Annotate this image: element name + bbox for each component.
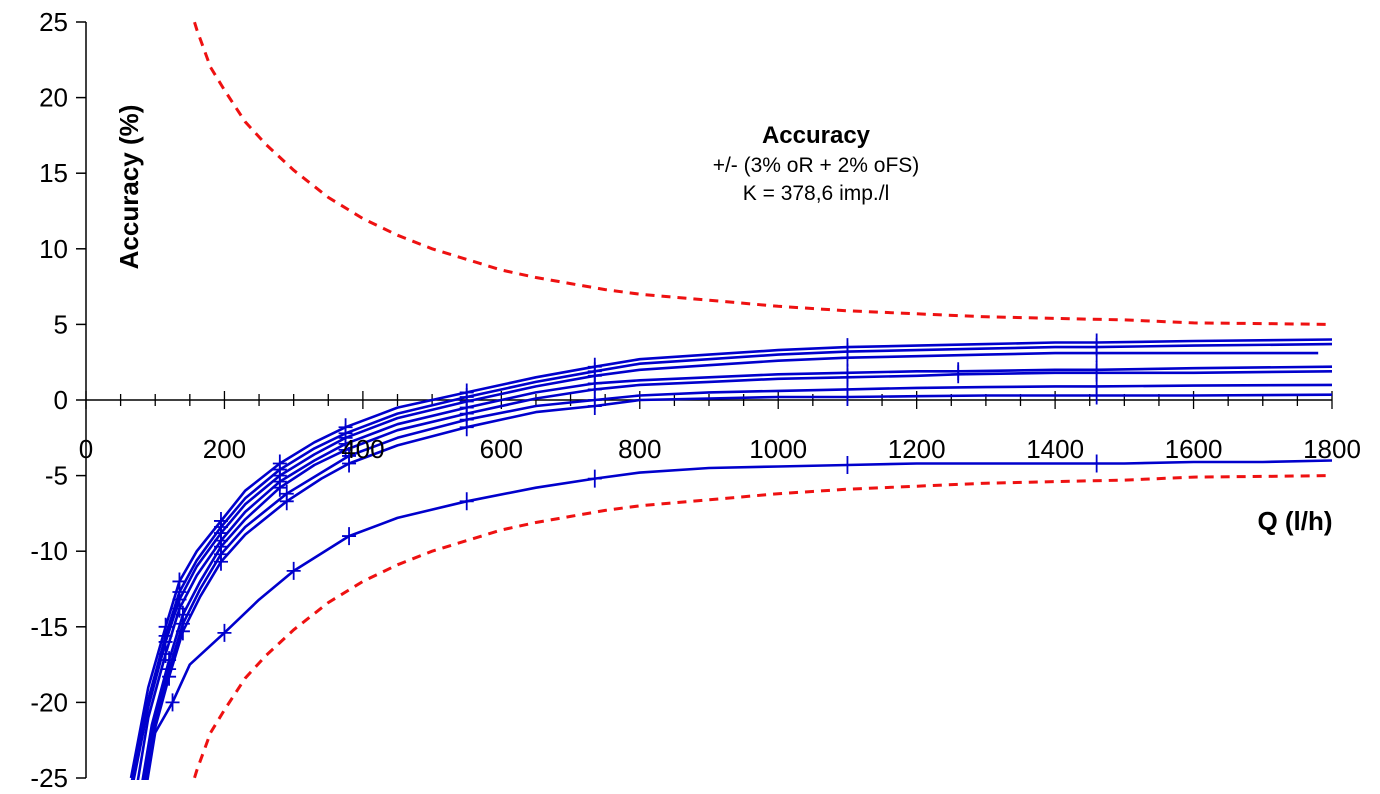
- x-tick-label: 1200: [888, 434, 946, 464]
- series-line: [146, 459, 1333, 780]
- data-point-marker: [279, 492, 294, 511]
- tick-labels: 25 20 15 10 5 0 -5 -10 -15 -20 -25 0 200 400 600 800 100…: [30, 7, 1361, 793]
- data-point-marker: [217, 623, 232, 642]
- data-point-marker: [342, 454, 357, 473]
- y-tick-label: 10: [39, 234, 68, 264]
- y-tick-label: 15: [39, 158, 68, 188]
- y-tick-label: 20: [39, 83, 68, 113]
- series-line: [136, 365, 1333, 780]
- y-axis-title: Accuracy (%): [114, 105, 144, 270]
- x-tick-label: 1000: [749, 434, 807, 464]
- chart-title: Accuracy: [762, 122, 871, 149]
- axes: [76, 21, 1333, 779]
- data-point-marker: [840, 348, 855, 367]
- annotation-formula: +/- (3% oR + 2% oFS): [713, 154, 920, 177]
- x-tick-label: 600: [480, 434, 523, 464]
- data-point-marker: [587, 469, 602, 488]
- data-point-marker: [840, 456, 855, 475]
- y-tick-label: -25: [30, 763, 68, 793]
- x-tick-label: 800: [618, 434, 661, 464]
- data-point-marker: [459, 492, 474, 511]
- data-point-marker: [175, 622, 190, 641]
- series-line: [142, 383, 1333, 780]
- x-tick-label: 1600: [1165, 434, 1223, 464]
- x-tick-label: 0: [79, 434, 93, 464]
- x-tick-label: 200: [203, 434, 246, 464]
- data-point-marker: [286, 561, 301, 580]
- series-line: [130, 342, 1333, 780]
- upper-limit-line: [192, 20, 1333, 326]
- x-tick-label: 1800: [1303, 434, 1361, 464]
- data-point-marker: [587, 397, 602, 416]
- y-tick-label: -15: [30, 612, 68, 642]
- x-tick-label: 1400: [1026, 434, 1084, 464]
- y-tick-label: -5: [45, 461, 68, 491]
- series-line: [141, 370, 1333, 780]
- data-point-marker: [342, 527, 357, 546]
- y-tick-label: -10: [30, 536, 68, 566]
- plot-lines: [129, 20, 1333, 780]
- data-point-marker: [162, 667, 177, 686]
- annotation-k-factor: K = 378,6 imp./l: [743, 182, 890, 205]
- data-point-marker: [165, 693, 180, 712]
- data-point-marker: [840, 387, 855, 406]
- series-line: [132, 351, 1319, 780]
- y-tick-label: 5: [54, 309, 68, 339]
- lower-limit-line: [192, 474, 1333, 780]
- data-point-marker: [1089, 386, 1104, 405]
- data-point-marker: [1089, 454, 1104, 473]
- y-tick-label: -20: [30, 687, 68, 717]
- data-point-marker: [1089, 344, 1104, 363]
- data-point-marker: [213, 552, 228, 571]
- x-axis-title: Q (l/h): [1257, 506, 1332, 536]
- data-point-marker: [459, 418, 474, 437]
- series-line: [129, 338, 1333, 779]
- y-tick-label: 0: [54, 385, 68, 415]
- x-tick-label: 400: [341, 434, 384, 464]
- y-tick-label: 25: [39, 7, 68, 37]
- data-point-marker: [951, 365, 966, 384]
- series-line: [143, 393, 1333, 780]
